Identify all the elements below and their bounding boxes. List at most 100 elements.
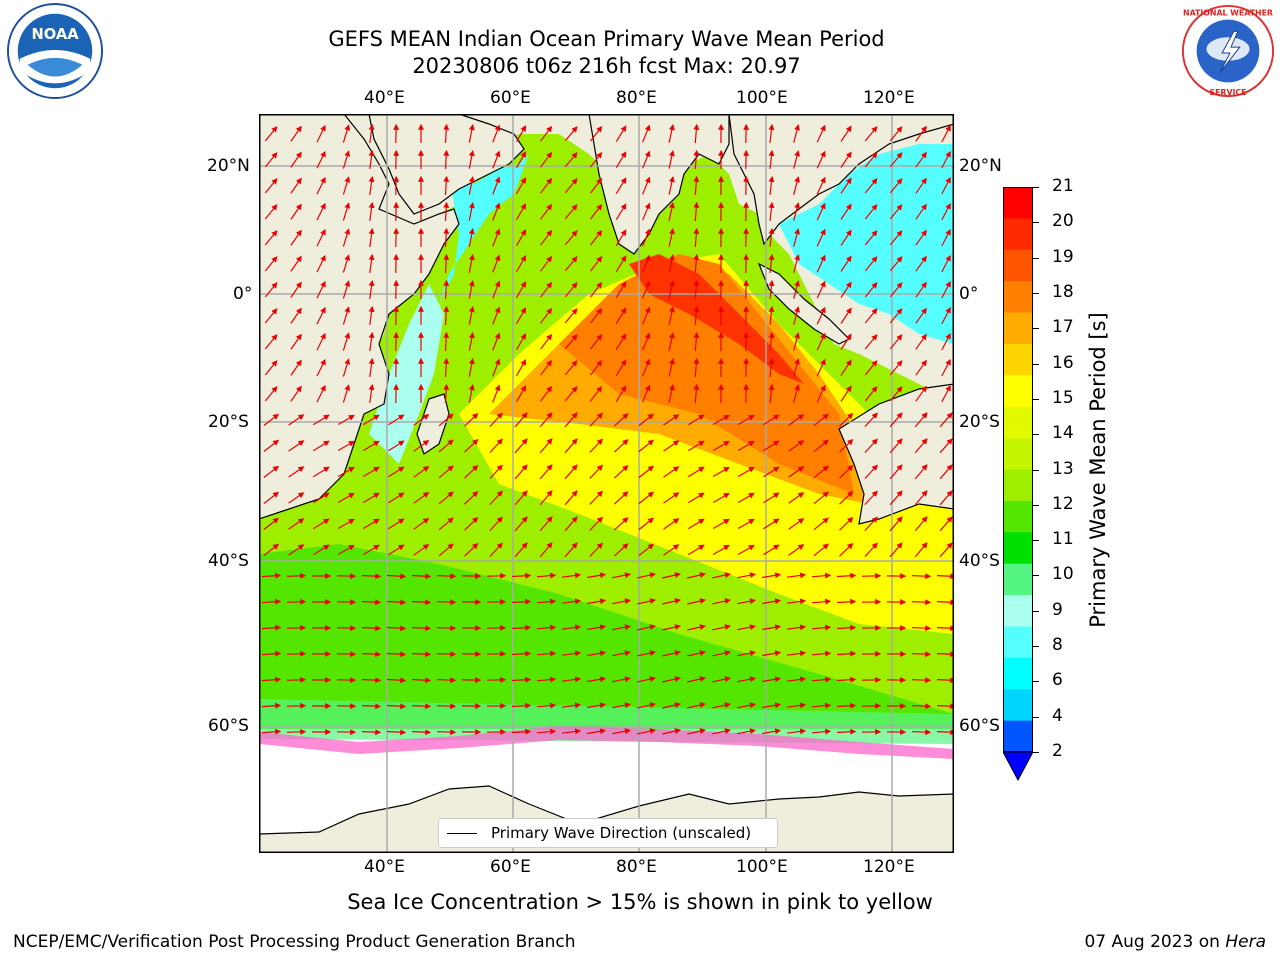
wave-arrow <box>589 542 604 557</box>
wave-arrow <box>468 306 475 325</box>
wave-arrow <box>413 413 430 426</box>
wave-arrow <box>663 440 680 452</box>
sumatra <box>757 262 851 345</box>
colorbar-band <box>1003 312 1033 345</box>
wave-arrow <box>712 728 731 735</box>
colorbar-tick-label: 10 <box>1052 564 1074 585</box>
wave-arrow <box>514 464 528 480</box>
wave-arrow <box>342 280 351 299</box>
wave-arrow <box>914 464 928 480</box>
wave-arrow <box>637 728 656 735</box>
wave-arrow <box>290 125 302 142</box>
wave-arrow <box>564 334 578 350</box>
wave-arrow <box>540 281 553 298</box>
wave-arrow <box>263 491 280 504</box>
lon-label-bottom-40e: 40°E <box>364 857 405 877</box>
wave-arrow <box>368 279 375 299</box>
wave-arrow <box>768 201 775 221</box>
wave-arrow <box>840 359 852 376</box>
wave-arrow <box>788 440 805 452</box>
wave-arrow <box>564 438 578 454</box>
wave-arrow <box>762 624 782 631</box>
wave-arrow <box>587 728 607 735</box>
wave-arrow <box>316 332 326 351</box>
wave-arrow <box>839 438 854 453</box>
wave-arrow <box>411 573 432 580</box>
wave-arrow <box>840 333 852 350</box>
wave-arrow <box>511 572 532 579</box>
wave-arrow <box>712 702 731 709</box>
wave-arrow <box>540 359 553 376</box>
wave-arrow <box>615 307 627 325</box>
wave-arrow <box>936 599 954 606</box>
colorbar <box>1003 187 1033 782</box>
colorbar-tick-label: 11 <box>1052 529 1074 550</box>
wave-arrow <box>564 256 578 272</box>
wave-arrow <box>515 125 527 143</box>
wave-arrow <box>936 703 954 710</box>
wave-arrow <box>793 176 800 195</box>
wave-arrow <box>264 152 278 168</box>
wave-arrow <box>443 123 450 144</box>
wave-arrow <box>737 650 756 657</box>
wave-arrow <box>693 253 700 274</box>
wave-arrow <box>637 676 656 683</box>
wave-arrow <box>342 306 351 325</box>
wave-arrow <box>615 125 627 143</box>
wave-arrow <box>536 624 557 631</box>
wave-arrow <box>514 542 528 558</box>
wave-arrow <box>514 438 528 454</box>
wave-arrow <box>368 253 375 273</box>
lat-label-left-60s: 60°S <box>208 716 249 736</box>
wave-arrow <box>539 464 553 480</box>
wave-arrow <box>911 573 932 580</box>
wave-arrow <box>793 332 800 351</box>
wave-arrow <box>816 150 826 169</box>
wave-arrow <box>768 227 775 247</box>
wave-arrow <box>536 702 557 709</box>
wave-arrow <box>864 412 878 428</box>
wave-arrow <box>864 542 878 558</box>
wave-arrow <box>687 440 705 452</box>
wave-arrow <box>813 517 829 531</box>
wave-arrow <box>540 125 553 142</box>
wave-arrow <box>793 384 800 403</box>
graticule <box>259 114 954 853</box>
wave-arrow <box>362 440 380 452</box>
wave-arrow <box>889 360 903 376</box>
wave-arrow <box>564 360 578 376</box>
wave-arrow <box>443 383 450 404</box>
wave-arrow <box>668 358 675 377</box>
wave-arrow <box>914 516 928 532</box>
wave-arrow <box>263 465 280 478</box>
wave-arrow <box>342 150 351 169</box>
wave-arrow <box>468 228 475 247</box>
wave-arrow <box>662 572 681 579</box>
wave-arrow <box>590 229 603 246</box>
wave-arrow <box>540 307 553 324</box>
legend-label: Primary Wave Direction (unscaled) <box>491 824 752 842</box>
wave-arrow <box>615 255 627 273</box>
wave-arrow <box>788 492 805 504</box>
wave-arrow <box>286 572 307 579</box>
wave-arrow <box>793 202 800 221</box>
colorbar-tick-label: 9 <box>1052 599 1063 620</box>
wave-arrow <box>816 228 826 247</box>
wave-arrow <box>936 625 954 632</box>
wave-arrow <box>939 412 953 428</box>
wave-arrow <box>286 650 307 657</box>
wave-arrow <box>663 414 680 426</box>
colorbar-band <box>1003 187 1033 219</box>
wave-arrow <box>368 357 375 377</box>
wave-arrow <box>540 177 553 194</box>
sea-ice-caption: Sea Ice Concentration > 15% is shown in … <box>347 890 933 914</box>
wave-arrow <box>438 439 454 453</box>
wave-arrow <box>342 124 351 143</box>
wave-arrow <box>889 542 903 558</box>
colorbar-band <box>1003 249 1033 282</box>
wave-arrow <box>492 124 501 143</box>
wave-arrow <box>836 572 857 579</box>
wave-arrow <box>911 625 932 632</box>
wave-arrow <box>936 573 954 580</box>
wave-arrow <box>889 516 903 532</box>
